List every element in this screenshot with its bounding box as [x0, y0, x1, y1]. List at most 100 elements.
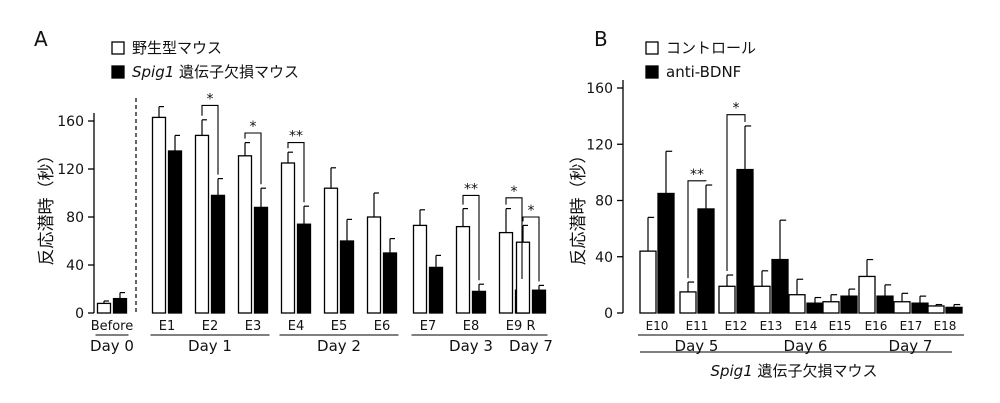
panel-a-significance-mark: **: [464, 181, 478, 197]
panel-b-xlabel-gene: Spig1: [710, 362, 752, 380]
panel-a-bar-treated: [112, 297, 128, 314]
panel-b-ytick-label: 120: [586, 137, 613, 153]
legend-b-antibdnf-label: anti-BDNF: [666, 63, 741, 81]
panel-a-ylabel: 反応潜時（秒）: [37, 147, 57, 266]
panel-a-significance-mark: *: [250, 119, 257, 135]
panel-a-category-label: E3: [245, 319, 262, 334]
panel-a-bar-treated: [210, 194, 226, 314]
legend-b-antibdnf-swatch: [645, 65, 659, 79]
panel-a-category-label: E2: [202, 319, 219, 334]
panel-a-group-label: Day 1: [188, 337, 232, 355]
panel-a-category-label: E8: [463, 319, 480, 334]
panel-b-bar-control: [822, 301, 840, 314]
panel-a-significance-mark: **: [289, 129, 303, 145]
panel-b-ytick-label: 40: [595, 250, 613, 266]
legend-b: コントロール anti-BDNF: [645, 39, 756, 81]
panel-b-significance-bracket: [726, 114, 746, 272]
panel-a-ytick-label: 160: [57, 114, 84, 130]
panel-a-ytick-label: 0: [75, 306, 84, 322]
panel-a-bar-treated: [253, 206, 269, 314]
panel-b-category-label: E18: [934, 319, 957, 333]
panel-a-bar-control: [194, 134, 210, 314]
panel-a-bar-control: [498, 231, 514, 314]
panel-b-bar-control: [788, 294, 806, 314]
panel-a-ytick-label: 120: [57, 162, 84, 178]
panel-a-bar-treated: [339, 240, 355, 314]
panel-a-group-label: Day 3: [449, 337, 493, 355]
panel-a-bar-treated: [428, 266, 444, 314]
panel-b-bar-treated: [736, 168, 754, 314]
panel-b-ylabel: 反応潜時（秒）: [569, 147, 589, 266]
panel-a-group-label: Day 0: [90, 337, 134, 355]
panel-b-bar-control: [893, 301, 911, 314]
panel-b-significance-mark: *: [733, 101, 740, 117]
panel-b-bar-treated: [911, 302, 929, 314]
panel-a-bar-control: [515, 241, 531, 314]
panel-a-bar-treated: [296, 223, 312, 314]
legend-a-wildtype-label: 野生型マウス: [132, 39, 222, 57]
panel-a-category-label: E7: [420, 319, 437, 334]
panel-a-bar-control: [280, 162, 296, 314]
panel-a-significance-bracket: [201, 104, 219, 175]
legend-a-knockout-label: Spig1 遺伝子欠損マウス: [132, 63, 299, 81]
panel-b-group-label: Day 5: [675, 337, 719, 355]
panel-b-category-label: E16: [865, 319, 888, 333]
panel-b-bar-treated: [806, 302, 824, 314]
panel-b-bar-control: [679, 291, 697, 314]
legend-a: 野生型マウス Spig1 遺伝子欠損マウス: [111, 39, 299, 81]
panel-b-category-label: E13: [760, 319, 783, 333]
panel-a-significance-bracket: [287, 142, 305, 203]
panel-a-category-label: E5: [331, 319, 348, 334]
legend-a-knockout-gene: Spig1: [132, 63, 174, 81]
panel-b-category-label: E12: [725, 319, 748, 333]
legend-b-control-label: コントロール: [666, 39, 756, 57]
panel-a-significance-bracket: [522, 216, 540, 282]
panel-b-bar-control: [927, 305, 945, 314]
panel-b-ytick-label: 0: [604, 306, 613, 322]
panel-b-xlabel-rest: 遺伝子欠損マウス: [753, 362, 878, 380]
legend-a-wildtype-swatch: [111, 41, 125, 55]
panel-b-bar-control: [753, 285, 771, 314]
panel-b-bar-treated: [771, 258, 789, 314]
panel-a-bar-control: [412, 224, 428, 314]
panel-a-category-label: E4: [288, 319, 305, 334]
panel-a-bar-control: [151, 116, 167, 314]
panel-b-category-label: E15: [829, 319, 852, 333]
panel-a-category-label: E6: [374, 319, 391, 334]
panel-b-bar-treated: [840, 295, 858, 314]
panel-b-category-label: E17: [900, 319, 923, 333]
panel-a-significance-mark: *: [207, 91, 214, 107]
panel-a-significance-mark: *: [511, 184, 518, 200]
panel-b-category-label: E10: [646, 319, 669, 333]
panel-b-ytick-label: 80: [595, 194, 613, 210]
panel-b-category-label: E11: [686, 319, 709, 333]
panel-a-bar-treated: [531, 289, 547, 314]
panel-a-bar-control: [96, 302, 112, 314]
panel-b-letter: B: [594, 27, 608, 51]
panel-b-bar-control: [858, 275, 876, 314]
panel-a-ytick-label: 80: [66, 210, 84, 226]
panel-b-significance-mark: **: [690, 167, 704, 183]
panel-a-bar-control: [323, 187, 339, 314]
panel-a-bar-treated: [471, 290, 487, 314]
panel-b-category-label: E14: [795, 319, 818, 333]
panel-a-bar-treated: [167, 150, 183, 314]
legend-a-knockout-rest: 遺伝子欠損マウス: [174, 63, 299, 81]
panel-a-letter: A: [34, 27, 48, 51]
panel-a-category-label: R: [526, 319, 535, 334]
panel-b-bar-treated: [697, 208, 715, 314]
panel-a-ytick-label: 40: [66, 258, 84, 274]
panel-b-bar-treated: [876, 295, 894, 314]
panel-a-bar-control: [237, 155, 253, 314]
legend-b-control-swatch: [645, 41, 659, 55]
panel-b-bar-treated: [945, 306, 963, 314]
panel-b-group-label: Day 7: [889, 337, 933, 355]
panel-b-ytick-label: 160: [586, 81, 613, 97]
panel-a-significance-bracket: [244, 132, 262, 185]
panel-b-significance-bracket: [687, 180, 707, 279]
panel-b-bar-control: [639, 250, 657, 314]
panel-a-chart: 0 40 80 120 160 Before E1 E2 E3 E4 E5 E6 E7 E8 E9 R Day …: [57, 91, 553, 355]
panel-a-category-label: Before: [91, 319, 134, 334]
